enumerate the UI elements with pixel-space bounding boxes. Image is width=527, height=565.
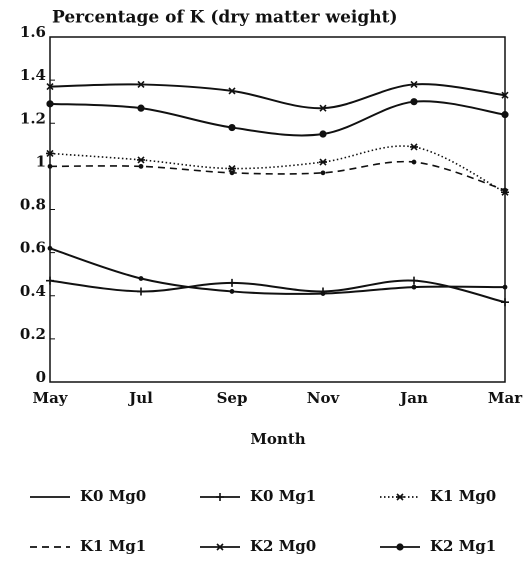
marker — [229, 170, 235, 176]
y-tick-label: 0.8 — [20, 196, 46, 214]
marker — [46, 83, 54, 91]
y-tick-label: 1.6 — [20, 23, 46, 41]
legend-label: K2 Mg1 — [430, 537, 496, 555]
series-line — [49, 279, 506, 304]
x-tick-label: Nov — [307, 389, 341, 407]
legend-label: K0 Mg0 — [80, 487, 146, 505]
marker — [228, 123, 236, 132]
y-tick-label: 0.2 — [20, 325, 46, 343]
x-tick-label: Jan — [398, 389, 428, 407]
x-tick-label: Sep — [217, 389, 248, 407]
plot-frame — [49, 36, 506, 383]
marker — [228, 278, 236, 287]
marker — [502, 187, 508, 193]
marker — [501, 91, 509, 99]
x-axis-label: Month — [250, 430, 305, 448]
marker — [137, 80, 145, 89]
marker — [216, 543, 224, 551]
x-tick-label: Jul — [127, 389, 153, 407]
series-line — [49, 247, 506, 295]
legend-label: K0 Mg1 — [250, 487, 316, 505]
y-tick-label: 1.4 — [20, 66, 46, 84]
marker — [410, 98, 418, 106]
marker — [501, 298, 509, 307]
marker — [396, 493, 404, 501]
marker — [319, 158, 327, 166]
chart-title: Percentage of K (dry matter weight) — [52, 8, 398, 28]
y-tick-label: 1.2 — [20, 109, 46, 127]
marker — [396, 543, 404, 551]
series-line — [49, 145, 506, 193]
marker — [320, 170, 326, 176]
series-line — [49, 100, 506, 137]
y-tick-label: 1 — [36, 152, 46, 170]
marker — [46, 276, 54, 285]
series-line — [49, 160, 506, 191]
series-line — [49, 83, 506, 110]
marker — [138, 163, 144, 169]
legend-label: K2 Mg0 — [250, 537, 316, 555]
legend-label: K1 Mg1 — [80, 537, 146, 555]
marker — [216, 493, 224, 501]
marker — [229, 289, 235, 294]
marker — [138, 276, 144, 281]
marker — [410, 276, 418, 285]
marker — [501, 111, 509, 119]
marker — [319, 287, 327, 296]
marker — [319, 130, 327, 138]
y-tick-label: 0 — [36, 368, 46, 386]
marker — [411, 159, 417, 165]
marker — [410, 80, 418, 89]
y-tick-label: 0.6 — [20, 239, 46, 257]
marker — [502, 284, 508, 290]
legend-label: K1 Mg0 — [430, 487, 496, 505]
marker — [46, 149, 54, 158]
marker — [47, 245, 53, 251]
marker — [137, 104, 145, 112]
y-tick-label: 0.4 — [20, 282, 46, 300]
marker — [228, 164, 236, 173]
x-tick-label: Mar — [488, 389, 523, 407]
marker — [228, 87, 236, 95]
marker — [410, 143, 418, 151]
marker — [46, 100, 54, 108]
marker — [319, 104, 327, 112]
marker — [137, 156, 145, 164]
marker — [411, 284, 417, 290]
marker — [137, 287, 145, 296]
marker — [47, 163, 53, 169]
x-tick-label: May — [32, 389, 68, 407]
